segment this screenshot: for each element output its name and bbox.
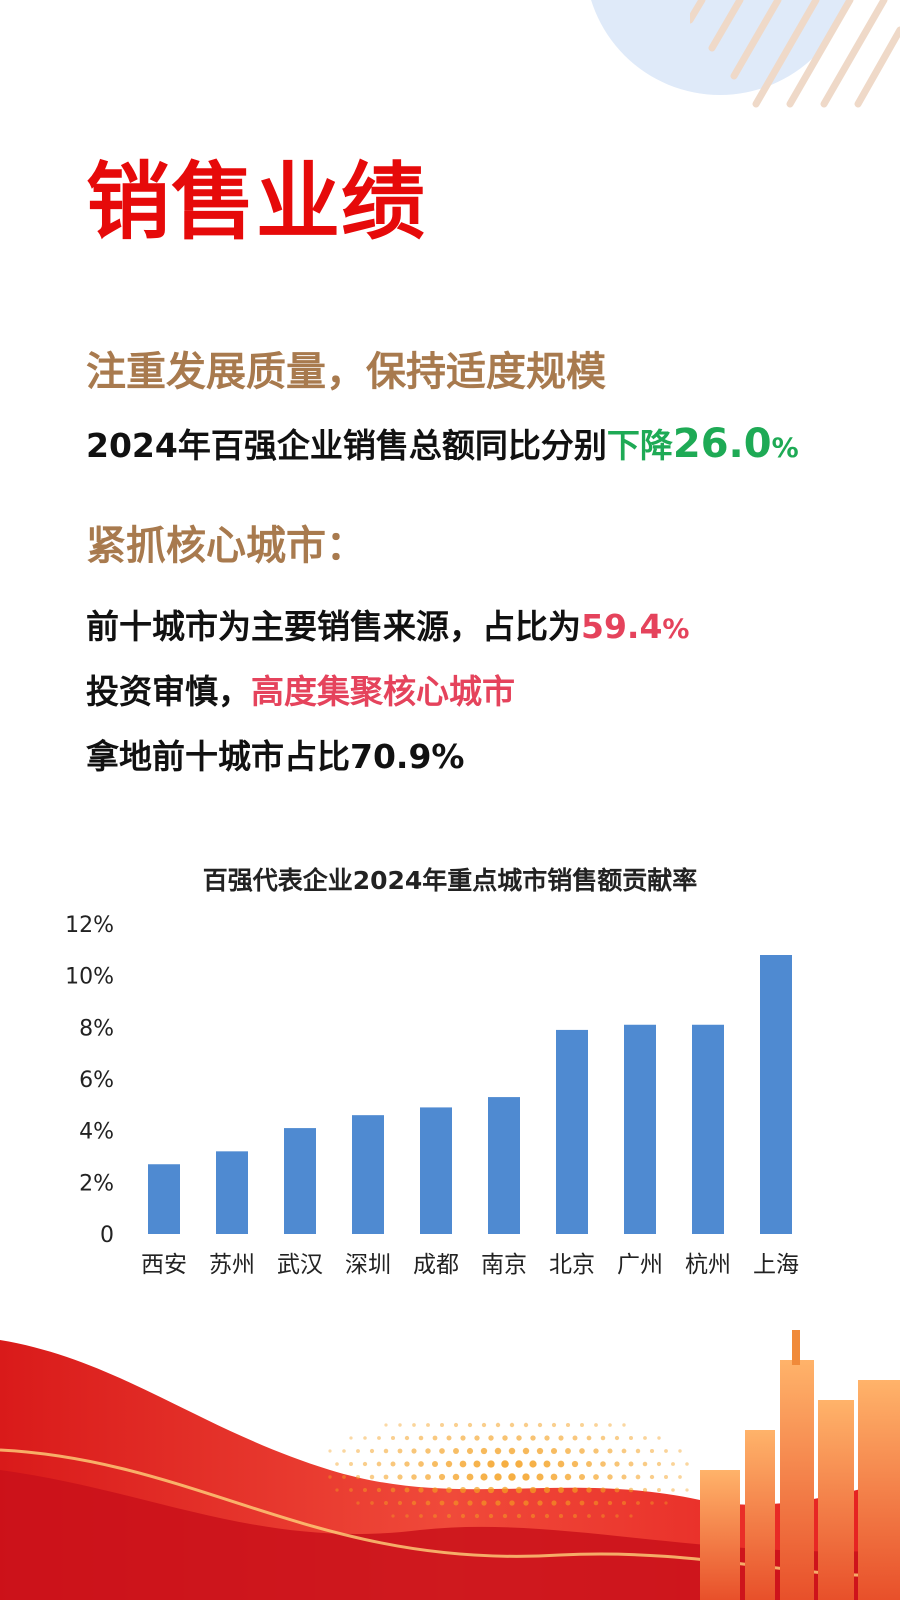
dark-red-wave [0,1470,900,1600]
land-share-line: 拿地前十城市占比70.9% [86,737,465,776]
x-tick-label: 广州 [617,1252,663,1278]
chart-title: 百强代表企业2024年重点城市销售额贡献率 [202,866,698,895]
x-tick-label: 武汉 [277,1252,323,1278]
bar-1 [148,1164,180,1234]
x-tick-label: 成都 [413,1252,459,1278]
top10-share-line: 前十城市为主要销售来源，占比为59.4% [86,610,689,643]
skyline [700,1330,900,1600]
bar-2 [216,1151,248,1234]
y-tick-label: 0 [100,1223,114,1248]
y-tick-label: 4% [79,1120,114,1145]
top10-share-number: 59.4 [581,607,663,646]
x-tick-label: 北京 [549,1252,595,1278]
section-heading-core-cities: 紧抓核心城市： [86,523,366,569]
bars [148,955,792,1234]
decline-percent-sign: % [771,433,799,464]
bar-10 [760,955,792,1234]
x-tick-label: 南京 [481,1252,527,1278]
top10-share-percent-sign: % [662,614,690,645]
bar-4 [352,1115,384,1234]
concentration-highlight: 高度集聚核心城市 [251,672,515,711]
y-tick-label: 10% [65,965,114,990]
page-title: 销售业绩 [86,153,427,251]
x-tick-label: 杭州 [685,1252,731,1278]
investment-line: 投资审慎，高度集聚核心城市 [86,675,515,708]
sales-decline-text: 2024年百强企业销售总额同比分别 [86,426,607,465]
bar-9 [692,1024,724,1234]
y-tick-label: 8% [79,1016,114,1041]
x-tick-label: 深圳 [345,1252,391,1278]
bar-3 [284,1128,316,1234]
section-heading-quality: 注重发展质量，保持适度规模 [86,349,606,395]
bar-6 [488,1097,520,1234]
bar-chart: 0 2% 4% 6% 8% 10% 12% 西安 苏州 武汉 深圳 成都 南京 北京 广州 杭州 上海 [65,913,799,1278]
decorative-stripes [690,0,900,108]
x-tick-label: 苏州 [209,1252,255,1278]
x-tick-label: 上海 [753,1252,799,1278]
bar-8 [624,1024,656,1234]
y-tick-label: 2% [79,1171,114,1196]
top10-share-text: 前十城市为主要销售来源，占比为 [86,607,581,646]
x-axis: 西安 苏州 武汉 深圳 成都 南京 北京 广州 杭州 上海 [141,1252,799,1278]
footer-decoration [0,1330,900,1600]
decline-word: 下降 [606,426,673,465]
sales-decline-line: 2024年百强企业销售总额同比分别下降26.0% [86,424,799,464]
y-axis: 0 2% 4% 6% 8% 10% 12% [65,913,114,1248]
x-tick-label: 西安 [141,1252,187,1278]
decline-number: 26.0 [672,421,772,467]
bar-5 [420,1107,452,1234]
y-tick-label: 6% [79,1068,114,1093]
bar-7 [556,1029,588,1234]
y-tick-label: 12% [65,913,114,938]
dot-pattern [328,1422,689,1519]
investment-text: 投资审慎， [86,672,251,711]
